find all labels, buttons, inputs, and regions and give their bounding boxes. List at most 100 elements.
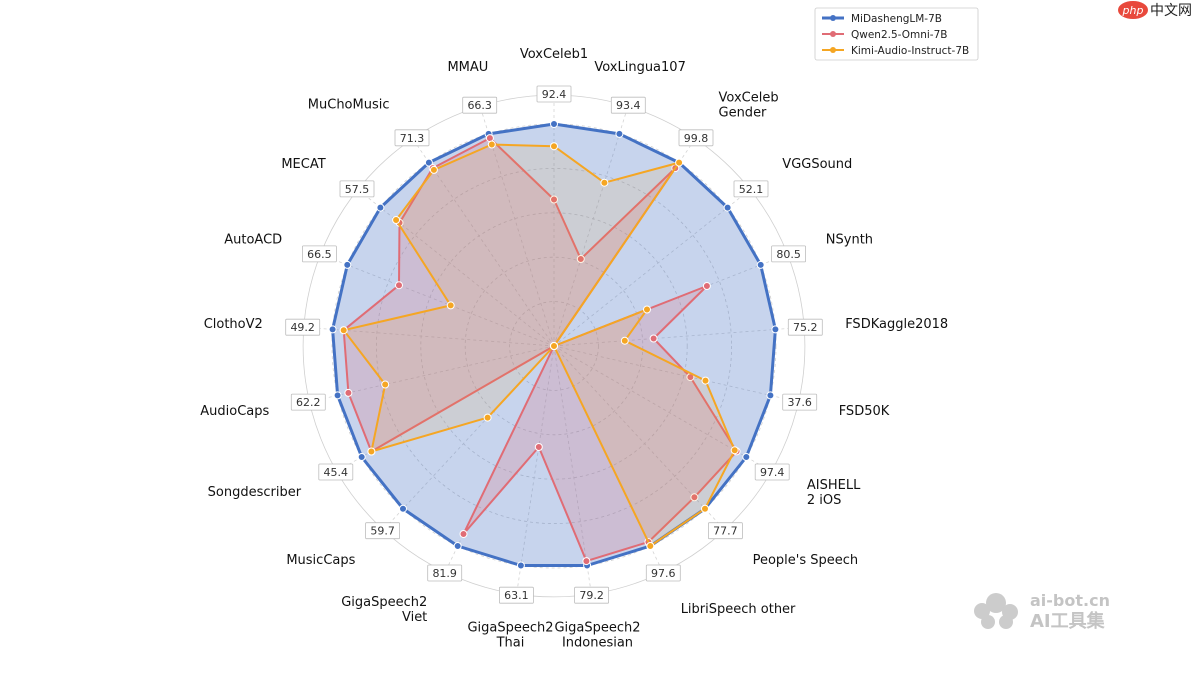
- series-point: [339, 326, 348, 335]
- series-point: [646, 542, 655, 550]
- series-point: [600, 178, 609, 187]
- category-label: AutoACD: [224, 232, 282, 247]
- category-label: People's Speech: [753, 553, 859, 568]
- series-point: [392, 216, 401, 224]
- series-point: [620, 336, 629, 345]
- value-label: 49.2: [290, 321, 315, 334]
- value-label: 57.5: [345, 183, 370, 196]
- value-label-box: [771, 245, 806, 263]
- grid-ring: [375, 167, 733, 525]
- category-label: FSD50K: [839, 404, 890, 419]
- series-point: [582, 557, 591, 566]
- value-label: 79.2: [579, 589, 604, 602]
- value-label: 66.5: [307, 248, 332, 261]
- series-point: [333, 391, 342, 400]
- category-label: MECAT: [281, 157, 325, 172]
- value-label: 75.2: [793, 321, 818, 334]
- series-point: [643, 305, 651, 314]
- value-label-box: [787, 318, 823, 336]
- value-label-box: [394, 129, 430, 147]
- series-point: [550, 142, 558, 151]
- series-point: [723, 203, 732, 212]
- value-label-box: [462, 96, 498, 114]
- value-label: 77.7: [713, 525, 738, 538]
- value-label: 63.1: [504, 589, 529, 602]
- value-label-box: [290, 393, 326, 411]
- series-point: [446, 301, 455, 310]
- legend-label: Qwen2.5-Omni-7B: [851, 29, 947, 41]
- series-point: [534, 443, 543, 451]
- series-point: [756, 260, 765, 269]
- category-label: MMAU: [447, 60, 488, 75]
- category-label: GigaSpeech2 Indonesian: [554, 621, 640, 651]
- value-label-box: [574, 586, 609, 604]
- value-label-box: [318, 463, 354, 481]
- series-point: [675, 158, 684, 167]
- grid-ring: [509, 301, 599, 391]
- series-point: [381, 380, 390, 389]
- value-label: 71.3: [400, 132, 425, 145]
- series-point: [376, 203, 385, 212]
- value-label: 62.2: [296, 396, 321, 409]
- series-point: [367, 447, 376, 456]
- series-point: [730, 446, 739, 455]
- value-label-box: [610, 96, 646, 114]
- value-label-box: [339, 180, 375, 198]
- series-area: [342, 143, 736, 547]
- series-point: [395, 281, 403, 290]
- legend-label: Kimi-Audio-Instruct-7B: [851, 45, 969, 57]
- value-label: 45.4: [324, 466, 349, 479]
- ai-bot-watermark: ai-bot.cn AI工具集: [974, 591, 1110, 632]
- category-label: VGGSound: [782, 157, 852, 172]
- category-label: FSDKaggle2018: [845, 317, 948, 332]
- value-label: 97.6: [651, 567, 676, 580]
- series-point: [343, 260, 352, 269]
- value-label-box: [645, 564, 681, 582]
- category-label: AudioCaps: [200, 404, 269, 419]
- series-point: [615, 129, 624, 138]
- series-point: [328, 325, 337, 334]
- ai-bot-brand-text: AI工具集: [1030, 610, 1106, 632]
- category-label: GigaSpeech2 Viet: [341, 595, 427, 625]
- value-label: 97.4: [760, 466, 785, 479]
- value-label-box: [498, 586, 534, 604]
- value-label-box: [536, 85, 572, 103]
- value-label-box: [678, 129, 714, 147]
- php-watermark-text: 中文网: [1150, 3, 1192, 19]
- series-point: [487, 140, 496, 149]
- legend-marker: [830, 15, 836, 21]
- grid-ring: [420, 212, 688, 480]
- series-point: [357, 453, 366, 461]
- value-label: 80.5: [776, 248, 801, 261]
- value-label-box: [708, 522, 743, 540]
- series-point: [766, 391, 775, 400]
- legend-box: [814, 7, 979, 61]
- legend-marker: [830, 47, 836, 53]
- category-label: MuChoMusic: [308, 98, 390, 113]
- value-label-box: [754, 463, 790, 481]
- series-point: [550, 342, 558, 350]
- series-point: [690, 493, 699, 502]
- series-point: [516, 561, 525, 570]
- php-logo-icon: [1118, 1, 1148, 19]
- series-point: [576, 255, 585, 263]
- value-label: 37.6: [787, 396, 812, 409]
- cloud-logo-icon: [974, 593, 1018, 629]
- series-point: [344, 388, 353, 397]
- series-point: [399, 504, 407, 513]
- category-label: ClothoV2: [204, 317, 263, 332]
- value-label: 66.3: [467, 99, 492, 112]
- value-label: 92.4: [542, 88, 567, 101]
- category-label: Songdescriber: [208, 485, 302, 500]
- series-point: [702, 282, 711, 290]
- category-label: NSynth: [826, 232, 873, 247]
- legend-label: MiDashengLM-7B: [851, 13, 942, 25]
- php-watermark: php 中文网: [1118, 1, 1192, 19]
- series-point: [424, 158, 433, 167]
- value-label-box: [782, 393, 818, 411]
- legend-marker: [830, 31, 836, 37]
- series-point: [483, 413, 492, 422]
- series-point: [649, 334, 658, 343]
- value-label-box: [365, 522, 401, 540]
